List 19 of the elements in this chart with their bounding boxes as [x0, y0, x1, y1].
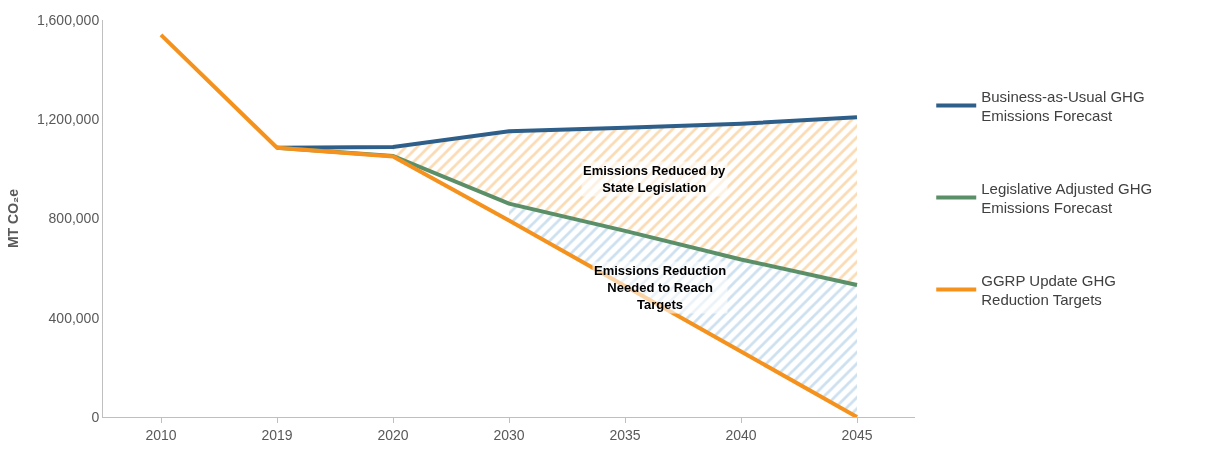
x-tick-label: 2045	[841, 426, 873, 443]
y-tick-label: 800,000	[48, 210, 100, 227]
x-tick-label: 2040	[725, 426, 757, 443]
x-tick-label: 2010	[145, 426, 177, 443]
line-series	[159, 32, 859, 417]
x-tick-label: 2020	[377, 426, 409, 443]
legend-label: Business-as-Usual GHG Emissions Forecast	[981, 87, 1145, 125]
y-tick-label: 400,000	[48, 309, 100, 326]
x-tick-label: 2019	[261, 426, 293, 443]
annotation: Emissions Reduced by State Legislation	[583, 163, 727, 195]
y-tick-label: 0	[91, 408, 100, 425]
x-tick-label: 2035	[609, 426, 641, 443]
y-axis-title: MT CO₂e	[4, 188, 21, 249]
x-tick-label: 2030	[493, 426, 525, 443]
annotation: Emissions Reduction Needed to Reach Targets	[594, 263, 727, 312]
y-tick-label: 1,600,000	[36, 11, 100, 28]
legend-label: Legislative Adjusted GHG Emissions Forecast	[981, 179, 1153, 217]
legend-label: GGRP Update GHG Reduction Targets	[981, 271, 1117, 309]
y-tick-label: 1,200,000	[36, 111, 100, 128]
